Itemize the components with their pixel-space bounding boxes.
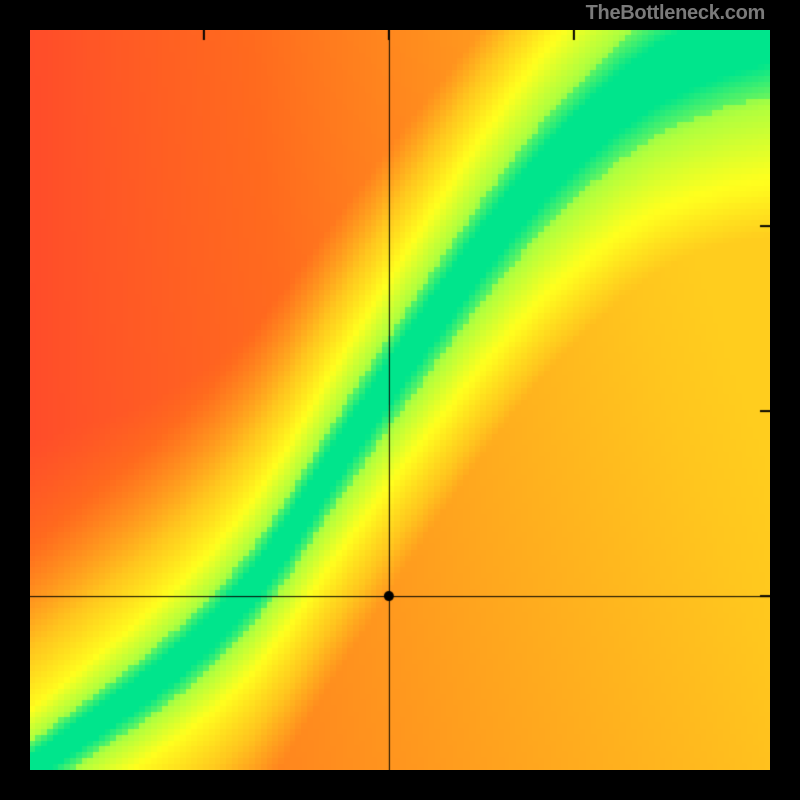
watermark-text: TheBottleneck.com bbox=[586, 2, 765, 25]
chart-container: TheBottleneck.com bbox=[0, 0, 800, 800]
bottleneck-heatmap bbox=[30, 30, 770, 770]
